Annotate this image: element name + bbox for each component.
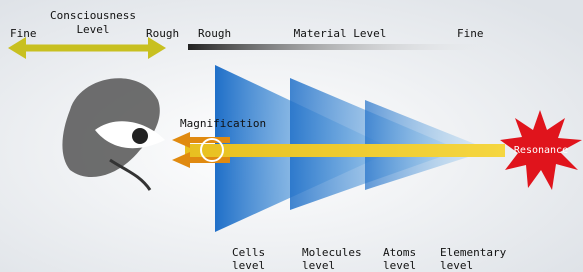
consciousness-title: Level bbox=[76, 23, 109, 36]
level-label: Elementary bbox=[440, 246, 507, 259]
level-label: Cells bbox=[232, 246, 265, 259]
resonance-label: Resonance bbox=[514, 145, 568, 156]
level-label: level bbox=[302, 259, 335, 272]
consciousness-title: Consciousness bbox=[50, 9, 136, 22]
beam bbox=[185, 144, 505, 157]
level-label: level bbox=[232, 259, 265, 272]
consciousness-right: Rough bbox=[146, 27, 179, 40]
level-label: level bbox=[383, 259, 416, 272]
diagram: Fine Consciousness Level Rough Rough Mat… bbox=[0, 0, 583, 272]
material-gradient-bar bbox=[188, 44, 488, 50]
material-title: Material Level bbox=[294, 27, 387, 40]
magnification-label: Magnification bbox=[180, 117, 266, 130]
level-label: level bbox=[440, 259, 473, 272]
material-left: Rough bbox=[198, 27, 231, 40]
material-right: Fine bbox=[457, 27, 484, 40]
level-label: Atoms bbox=[383, 246, 416, 259]
level-label: Molecules bbox=[302, 246, 362, 259]
consciousness-left: Fine bbox=[10, 27, 37, 40]
